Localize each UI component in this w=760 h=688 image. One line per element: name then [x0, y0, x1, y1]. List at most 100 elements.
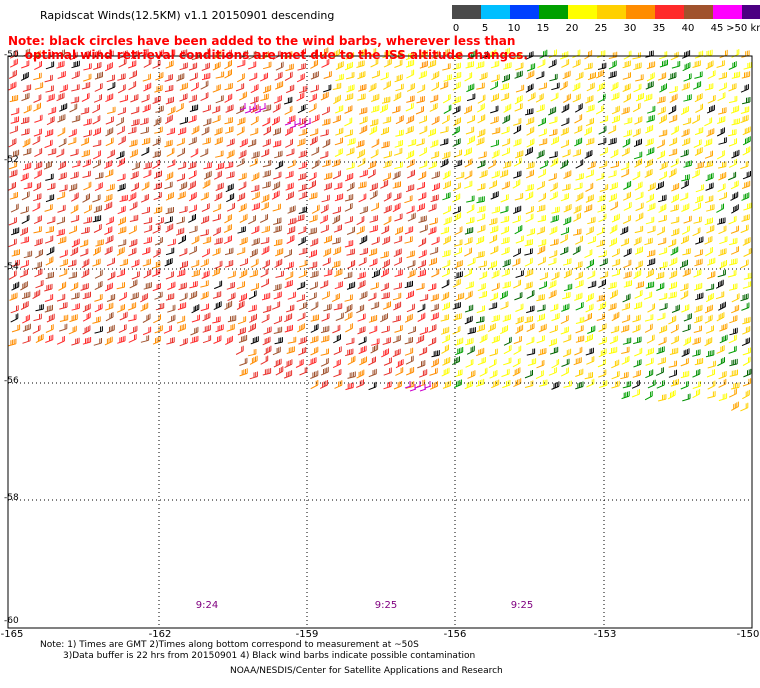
wind-barb — [706, 204, 715, 212]
wind-barb — [407, 326, 416, 335]
wind-barb — [81, 149, 90, 158]
wind-barb — [381, 325, 390, 334]
wind-barb — [718, 172, 727, 181]
wind-barb — [152, 159, 161, 169]
wind-barb — [595, 69, 604, 79]
wind-barb — [254, 106, 262, 114]
wind-barb — [731, 401, 739, 411]
wind-barb — [645, 369, 654, 379]
wind-barb — [299, 259, 308, 268]
wind-barb — [285, 138, 293, 148]
wind-barb — [743, 248, 752, 257]
wind-barb — [283, 96, 293, 105]
wind-barb — [487, 159, 496, 169]
wind-barb — [32, 50, 41, 60]
wind-barb — [692, 349, 701, 357]
wind-barb — [140, 302, 149, 312]
wind-barb — [33, 169, 42, 179]
scale-swatch — [655, 5, 684, 19]
wind-barb — [502, 259, 511, 268]
wind-barb — [259, 214, 268, 223]
wind-barb — [239, 213, 248, 223]
wind-barb — [548, 59, 557, 69]
wind-barb — [621, 356, 630, 365]
wind-barb — [683, 73, 692, 82]
wind-barb — [646, 147, 655, 156]
wind-barb — [573, 212, 581, 222]
wind-barb — [452, 302, 461, 310]
wind-barb — [70, 148, 79, 157]
wind-barb — [321, 106, 330, 116]
wind-barb — [130, 106, 140, 115]
wind-barb — [261, 314, 270, 324]
wind-barb — [298, 117, 307, 127]
wind-barb — [671, 304, 680, 313]
wind-barb — [308, 227, 317, 235]
wind-barb — [298, 85, 308, 94]
wind-barb — [620, 371, 629, 380]
wind-barb — [8, 217, 17, 226]
wind-barb — [238, 203, 247, 213]
wind-barb — [393, 50, 403, 59]
wind-barb — [742, 126, 751, 136]
wind-barb — [548, 257, 557, 266]
wind-barb — [20, 281, 28, 291]
wind-barb — [381, 96, 391, 104]
wind-barb — [597, 137, 607, 146]
wind-barb — [452, 326, 461, 335]
wind-barb — [83, 63, 92, 71]
wind-barb — [670, 335, 679, 345]
wind-barb — [20, 260, 29, 268]
wind-barb — [189, 281, 198, 289]
wind-barb — [429, 381, 438, 390]
scale-label: 0 — [452, 23, 460, 34]
wind-barb — [34, 61, 42, 71]
wind-barb — [188, 136, 197, 146]
wind-barb — [346, 248, 355, 256]
wind-barb — [117, 335, 126, 344]
wind-barb — [92, 215, 102, 223]
wind-barb — [467, 370, 476, 379]
wind-barb — [21, 60, 30, 69]
wind-barb — [415, 106, 424, 115]
wind-barb — [467, 257, 476, 267]
wind-barb — [680, 290, 689, 300]
wind-barb — [299, 366, 308, 376]
wind-barb — [296, 281, 306, 290]
wind-barb — [610, 201, 618, 211]
wind-barb — [71, 84, 80, 92]
wind-barb — [369, 225, 378, 233]
wind-barb — [297, 323, 305, 333]
wind-barb — [106, 257, 115, 267]
wind-barb — [82, 159, 91, 168]
wind-barb — [527, 358, 537, 366]
wind-barb — [34, 148, 43, 158]
wind-barb — [347, 371, 356, 379]
wind-barb — [382, 172, 391, 182]
wind-barb — [92, 115, 101, 125]
wind-barb — [610, 161, 619, 169]
wind-barb — [647, 105, 656, 114]
wind-barb — [524, 257, 533, 267]
wind-barb — [441, 279, 450, 289]
lon-label: -165 — [0, 629, 24, 640]
wind-barb — [584, 334, 593, 343]
wind-barb — [130, 292, 139, 301]
wind-barb — [383, 150, 392, 159]
wind-barb — [440, 81, 449, 90]
wind-barb — [694, 258, 703, 267]
wind-barb — [623, 248, 632, 257]
wind-barb — [142, 104, 151, 113]
wind-barb — [515, 62, 524, 71]
wind-barb — [356, 60, 365, 68]
wind-barb — [128, 60, 137, 69]
wind-barb — [574, 182, 583, 190]
wind-barb — [524, 248, 533, 256]
wind-barb — [179, 62, 188, 71]
wind-barb — [670, 158, 679, 168]
wind-barb — [536, 360, 545, 369]
wind-barb — [70, 171, 79, 180]
wind-barb — [608, 51, 618, 59]
wind-barb — [623, 181, 632, 190]
wind-barb — [226, 202, 235, 212]
